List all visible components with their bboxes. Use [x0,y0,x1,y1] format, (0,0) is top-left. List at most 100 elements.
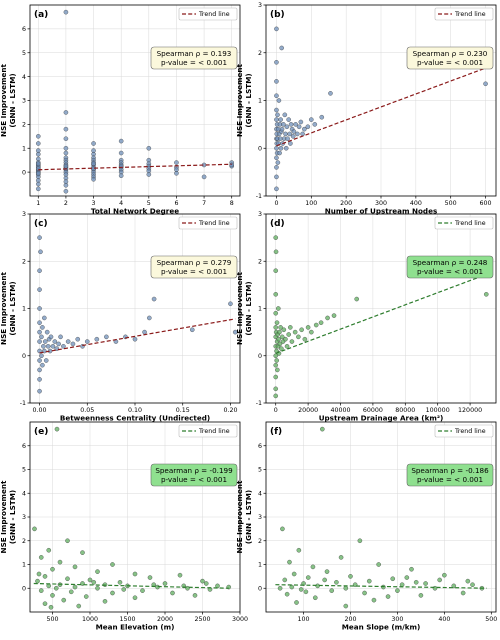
data-point [291,571,297,577]
data-point [298,119,304,125]
data-point [170,590,175,596]
data-point [56,341,61,347]
y-tick-label: 6 [258,443,262,450]
data-point [63,110,69,115]
data-point [50,566,55,572]
data-point [147,575,153,580]
x-tick-label: 500 [445,200,457,207]
data-point [274,107,279,113]
y-tick-label: 0 [258,145,262,152]
data-point [275,367,280,373]
data-point [279,126,285,132]
y-axis-label: NSE Improvement(GNN - LSTM) [0,64,17,137]
data-point [146,172,152,177]
data-point [274,320,280,325]
data-point [273,325,278,330]
x-tick-label: 80000 [395,407,415,414]
y-tick-label: -1 [256,400,262,407]
data-point [91,177,96,182]
data-point [37,358,42,363]
y-tick-label: 1 [258,306,262,313]
y-tick-label: 0 [22,169,26,176]
data-point [328,91,333,96]
data-point [277,329,282,335]
data-point [274,145,279,151]
data-point [276,336,281,342]
data-point [95,569,100,574]
data-point [104,334,109,340]
data-point [102,599,108,604]
data-point [65,538,70,544]
y-tick-label: 3 [22,98,26,105]
x-tick-label: 400 [438,616,450,623]
data-point [44,329,50,335]
data-point [75,336,81,342]
y-axis-label: NSE Improvement(GNN - LSTM) [235,480,253,553]
data-point [70,341,76,347]
data-point [303,589,309,595]
stats-box-background [406,255,494,279]
data-point [274,174,279,180]
data-point [357,538,363,544]
data-point [286,117,291,122]
data-point [61,597,67,603]
data-point [140,588,145,593]
spearman-text: Spearman ρ = -0.186 [411,466,489,475]
data-point [286,332,291,337]
data-point [91,580,97,585]
data-point [37,235,42,240]
x-tick-label: 2000 [157,616,173,623]
data-point [293,122,298,127]
data-point [37,388,42,394]
data-point [147,315,152,321]
data-point [354,296,359,302]
data-point [309,117,314,122]
data-point [52,339,58,344]
data-point [273,353,278,359]
data-point [65,576,70,582]
x-axis-label: Mean Slope (m/km) [342,623,421,632]
x-tick-label: 20000 [298,407,318,414]
data-point [63,136,69,141]
data-point [43,358,49,363]
data-point [274,117,279,122]
trend-line [39,318,236,354]
data-point [37,367,42,373]
data-point [288,122,294,127]
data-point [42,601,48,606]
data-point [63,182,69,188]
data-point [274,186,279,192]
y-tick-label: 5 [258,467,262,474]
data-point [61,344,66,349]
data-point [38,249,43,255]
data-point [390,576,396,582]
y-tick-label: 6 [22,443,26,450]
data-point [132,571,138,577]
legend: Trend line [434,216,494,230]
data-point [288,141,293,146]
y-tick-label: 3 [22,211,26,218]
data-point [162,581,168,586]
data-point [322,577,327,583]
y-tick-label: 3 [258,211,262,218]
scatter-points [32,426,232,610]
data-point [305,575,311,580]
x-tick-label: 600 [480,200,492,207]
x-tick-label: 100000 [426,407,450,414]
data-point [284,124,290,130]
x-tick-label: 3000 [232,616,248,623]
pvalue-text: p-value = < 0.001 [161,58,227,67]
legend-label: Trend line [454,11,486,18]
data-point [294,600,299,605]
data-point [399,582,405,587]
y-tick-label: 0 [22,585,26,592]
x-tick-label: 6 [174,200,178,207]
data-point [413,580,419,585]
data-point [282,577,288,583]
data-point [348,574,353,579]
legend-label: Trend line [198,11,230,18]
x-tick-label: 0 [274,200,278,207]
legend-label: Trend line [454,428,486,435]
